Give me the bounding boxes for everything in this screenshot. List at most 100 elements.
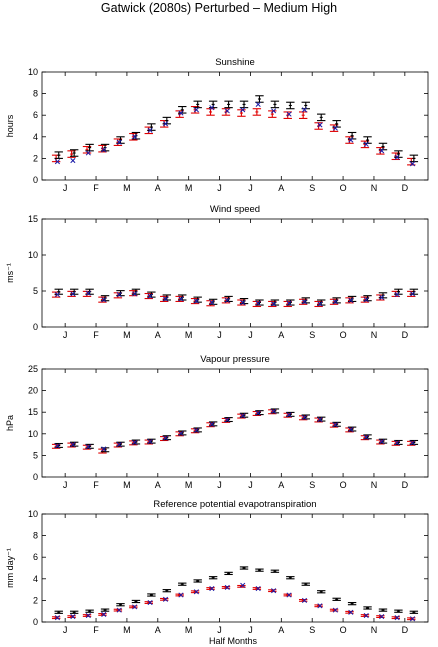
simulated-point [116,139,122,145]
simulated-point [209,105,215,111]
simulated-point [348,609,354,615]
y-tick-label: 15 [28,214,38,224]
observed-errorbar [162,589,172,593]
simulated-point-b [286,111,292,117]
y-tick-label: 4 [33,132,38,142]
simulated-point [193,427,199,433]
observed-errorbar [301,582,310,586]
observed-errorbar [317,590,326,594]
y-tick-label: 2 [33,153,38,163]
x-tick-label: A [278,625,284,635]
simulated-point [363,434,369,440]
simulated-point-b [286,300,292,306]
plot-frame [41,71,429,181]
simulated-point-b [379,439,385,445]
simulated-point [85,612,91,619]
observed-errorbar [85,609,94,613]
simulated-point [209,299,215,306]
simulated-point [317,301,323,307]
simulated-point [410,291,416,297]
simulated-point [286,412,292,418]
observed-errorbar [147,593,156,597]
simulated-point-b [162,435,169,441]
simulated-point-b [332,125,338,131]
simulated-point [147,600,153,606]
x-tick-label: N [371,625,378,635]
simulated-point [132,291,138,297]
x-tick-label: D [402,625,409,635]
x-tick-label: J [63,480,68,490]
x-tick-label: O [340,183,347,193]
simulated-point-b [301,299,308,305]
simulated-point [271,588,277,594]
simulated-point [317,603,323,609]
simulated-point-b [54,443,60,449]
perturbed-errorbar [298,111,308,119]
simulated-point-b [255,101,261,107]
simulated-point [85,444,91,450]
simulated-point [317,122,323,128]
y-tick-label: 10 [28,250,38,260]
simulated-point [224,297,230,303]
x-axis-label: Half Months [209,636,258,646]
simulated-point [255,410,261,416]
simulated-point [54,159,60,165]
simulated-point-b [54,159,60,165]
simulated-point [85,150,91,156]
simulated-point [255,101,261,107]
simulated-point [301,299,308,305]
panel-title: Sunshine [215,57,255,68]
observed-errorbar [394,288,403,295]
simulated-point [178,110,184,116]
y-tick-label: 10 [28,67,38,77]
simulated-point-b [116,442,122,448]
observed-errorbar [378,608,388,612]
observed-errorbar [116,603,125,607]
y-tick-label: 4 [33,574,38,584]
simulated-point-b [410,616,416,622]
observed-errorbar [378,292,388,299]
simulated-point-b [363,297,369,303]
chart-panel-3: Vapour pressure 0 5 10 15 20 25 hPa J F M A M J J A S O N D [5,354,429,490]
simulated-point-b [162,596,169,602]
simulated-point [193,589,199,595]
simulated-point-b [116,292,122,298]
y-tick-label: 15 [28,407,38,417]
observed-errorbar [409,288,419,295]
simulated-point-b [193,589,199,595]
observed-errorbar [286,101,295,110]
simulated-point-b [224,584,230,590]
simulated-point [54,443,60,449]
observed-errorbar [394,609,403,613]
x-tick-label: S [309,480,315,490]
simulated-point-b [209,421,215,427]
simulated-point [240,299,246,306]
observed-errorbar [54,610,63,614]
x-tick-label: M [185,625,193,635]
observed-errorbar [332,597,341,601]
simulated-point [240,413,246,419]
panel-title: Reference potential evapotranspiration [153,499,316,510]
simulated-point [332,422,338,428]
simulated-point-b [101,297,107,303]
simulated-point [209,585,215,592]
simulated-point [410,440,416,446]
simulated-point-b [85,444,91,450]
simulated-point-b [286,592,292,598]
simulated-point-b [193,298,199,304]
simulated-point [379,614,385,620]
x-tick-label: J [63,625,68,635]
simulated-point-b [286,412,292,418]
y-tick-label: 8 [33,531,38,541]
simulated-point [193,107,199,113]
simulated-point-b [317,122,323,128]
simulated-point-b [178,592,184,598]
plot-frame [41,513,429,623]
simulated-point [116,607,122,613]
x-tick-label: M [185,183,193,193]
y-tick-label: 6 [33,552,38,562]
simulated-point-b [363,434,369,440]
simulated-point [54,615,60,621]
simulated-point-b [209,585,215,592]
simulated-point [224,584,230,590]
